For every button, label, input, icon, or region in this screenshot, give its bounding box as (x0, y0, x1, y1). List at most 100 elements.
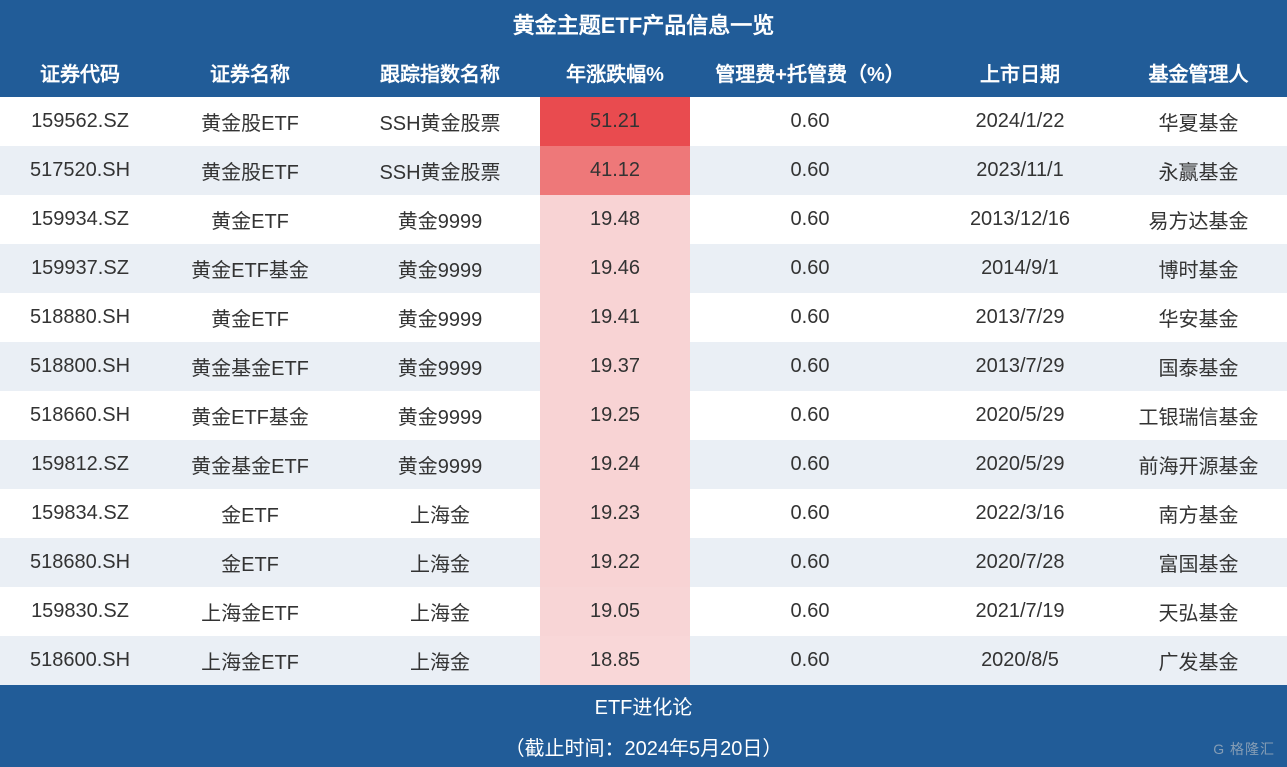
cell-code: 159812.SZ (0, 440, 160, 489)
footer-row-1: ETF进化论 (0, 685, 1287, 726)
cell-manager: 工银瑞信基金 (1110, 391, 1287, 440)
cell-index: 黄金9999 (340, 195, 540, 244)
cell-code: 518680.SH (0, 538, 160, 587)
cell-name: 黄金ETF基金 (160, 244, 340, 293)
cell-manager: 华夏基金 (1110, 97, 1287, 146)
cell-code: 518800.SH (0, 342, 160, 391)
cell-index: 黄金9999 (340, 342, 540, 391)
cell-return: 19.22 (540, 538, 690, 587)
table-row: 159834.SZ金ETF上海金19.230.602022/3/16南方基金 (0, 489, 1287, 538)
cell-fee: 0.60 (690, 342, 930, 391)
table-row: 518600.SH上海金ETF上海金18.850.602020/8/5广发基金 (0, 636, 1287, 685)
col-return: 年涨跌幅% (540, 48, 690, 97)
cell-name: 黄金基金ETF (160, 342, 340, 391)
table-body: 159562.SZ黄金股ETFSSH黄金股票51.210.602024/1/22… (0, 97, 1287, 685)
table-row: 159562.SZ黄金股ETFSSH黄金股票51.210.602024/1/22… (0, 97, 1287, 146)
cell-index: SSH黄金股票 (340, 146, 540, 195)
cell-manager: 南方基金 (1110, 489, 1287, 538)
table-row: 159830.SZ上海金ETF上海金19.050.602021/7/19天弘基金 (0, 587, 1287, 636)
cell-code: 159934.SZ (0, 195, 160, 244)
cell-name: 金ETF (160, 538, 340, 587)
cell-code: 517520.SH (0, 146, 160, 195)
cell-index: 上海金 (340, 538, 540, 587)
table-row: 159812.SZ黄金基金ETF黄金999919.240.602020/5/29… (0, 440, 1287, 489)
cell-code: 518660.SH (0, 391, 160, 440)
cell-return: 18.85 (540, 636, 690, 685)
cell-return: 19.48 (540, 195, 690, 244)
cell-date: 2020/8/5 (930, 636, 1110, 685)
cell-name: 上海金ETF (160, 587, 340, 636)
cell-date: 2024/1/22 (930, 97, 1110, 146)
cell-fee: 0.60 (690, 440, 930, 489)
cell-date: 2013/12/16 (930, 195, 1110, 244)
cell-date: 2014/9/1 (930, 244, 1110, 293)
cell-index: 黄金9999 (340, 244, 540, 293)
cell-code: 518880.SH (0, 293, 160, 342)
cell-return: 19.37 (540, 342, 690, 391)
table-row: 518680.SH金ETF上海金19.220.602020/7/28富国基金 (0, 538, 1287, 587)
cell-name: 黄金ETF (160, 293, 340, 342)
cell-date: 2013/7/29 (930, 342, 1110, 391)
cell-manager: 易方达基金 (1110, 195, 1287, 244)
cell-return: 41.12 (540, 146, 690, 195)
cell-manager: 广发基金 (1110, 636, 1287, 685)
table-row: 159937.SZ黄金ETF基金黄金999919.460.602014/9/1博… (0, 244, 1287, 293)
cell-fee: 0.60 (690, 391, 930, 440)
etf-table: 黄金主题ETF产品信息一览 证券代码 证券名称 跟踪指数名称 年涨跌幅% 管理费… (0, 0, 1287, 767)
cell-name: 黄金ETF (160, 195, 340, 244)
col-date: 上市日期 (930, 48, 1110, 97)
cell-fee: 0.60 (690, 146, 930, 195)
cell-return: 51.21 (540, 97, 690, 146)
cell-return: 19.24 (540, 440, 690, 489)
cell-manager: 前海开源基金 (1110, 440, 1287, 489)
col-index: 跟踪指数名称 (340, 48, 540, 97)
cell-name: 上海金ETF (160, 636, 340, 685)
cell-index: 黄金9999 (340, 391, 540, 440)
cell-code: 518600.SH (0, 636, 160, 685)
cell-fee: 0.60 (690, 489, 930, 538)
cell-code: 159834.SZ (0, 489, 160, 538)
cell-name: 金ETF (160, 489, 340, 538)
cell-fee: 0.60 (690, 97, 930, 146)
cell-return: 19.23 (540, 489, 690, 538)
cell-manager: 博时基金 (1110, 244, 1287, 293)
cell-date: 2013/7/29 (930, 293, 1110, 342)
watermark: G 格隆汇 (1213, 739, 1275, 759)
cell-return: 19.41 (540, 293, 690, 342)
cell-manager: 国泰基金 (1110, 342, 1287, 391)
cell-code: 159830.SZ (0, 587, 160, 636)
cell-date: 2020/5/29 (930, 440, 1110, 489)
cell-return: 19.46 (540, 244, 690, 293)
table-row: 159934.SZ黄金ETF黄金999919.480.602013/12/16易… (0, 195, 1287, 244)
cell-index: 上海金 (340, 636, 540, 685)
cell-manager: 永赢基金 (1110, 146, 1287, 195)
col-code: 证券代码 (0, 48, 160, 97)
table-title: 黄金主题ETF产品信息一览 (0, 0, 1287, 48)
footer-source: ETF进化论 (0, 685, 1287, 726)
cell-return: 19.25 (540, 391, 690, 440)
table-row: 517520.SH黄金股ETFSSH黄金股票41.120.602023/11/1… (0, 146, 1287, 195)
header-row: 证券代码 证券名称 跟踪指数名称 年涨跌幅% 管理费+托管费（%） 上市日期 基… (0, 48, 1287, 97)
col-name: 证券名称 (160, 48, 340, 97)
cell-name: 黄金股ETF (160, 146, 340, 195)
cell-fee: 0.60 (690, 244, 930, 293)
cell-date: 2020/5/29 (930, 391, 1110, 440)
cell-date: 2020/7/28 (930, 538, 1110, 587)
cell-index: 黄金9999 (340, 293, 540, 342)
cell-manager: 富国基金 (1110, 538, 1287, 587)
cell-manager: 华安基金 (1110, 293, 1287, 342)
col-fee: 管理费+托管费（%） (690, 48, 930, 97)
footer-row-2: （截止时间：2024年5月20日） (0, 726, 1287, 767)
cell-manager: 天弘基金 (1110, 587, 1287, 636)
cell-name: 黄金基金ETF (160, 440, 340, 489)
cell-fee: 0.60 (690, 293, 930, 342)
cell-fee: 0.60 (690, 587, 930, 636)
cell-name: 黄金股ETF (160, 97, 340, 146)
cell-return: 19.05 (540, 587, 690, 636)
cell-index: 黄金9999 (340, 440, 540, 489)
cell-date: 2023/11/1 (930, 146, 1110, 195)
cell-code: 159562.SZ (0, 97, 160, 146)
title-row: 黄金主题ETF产品信息一览 (0, 0, 1287, 48)
cell-code: 159937.SZ (0, 244, 160, 293)
table-row: 518660.SH黄金ETF基金黄金999919.250.602020/5/29… (0, 391, 1287, 440)
